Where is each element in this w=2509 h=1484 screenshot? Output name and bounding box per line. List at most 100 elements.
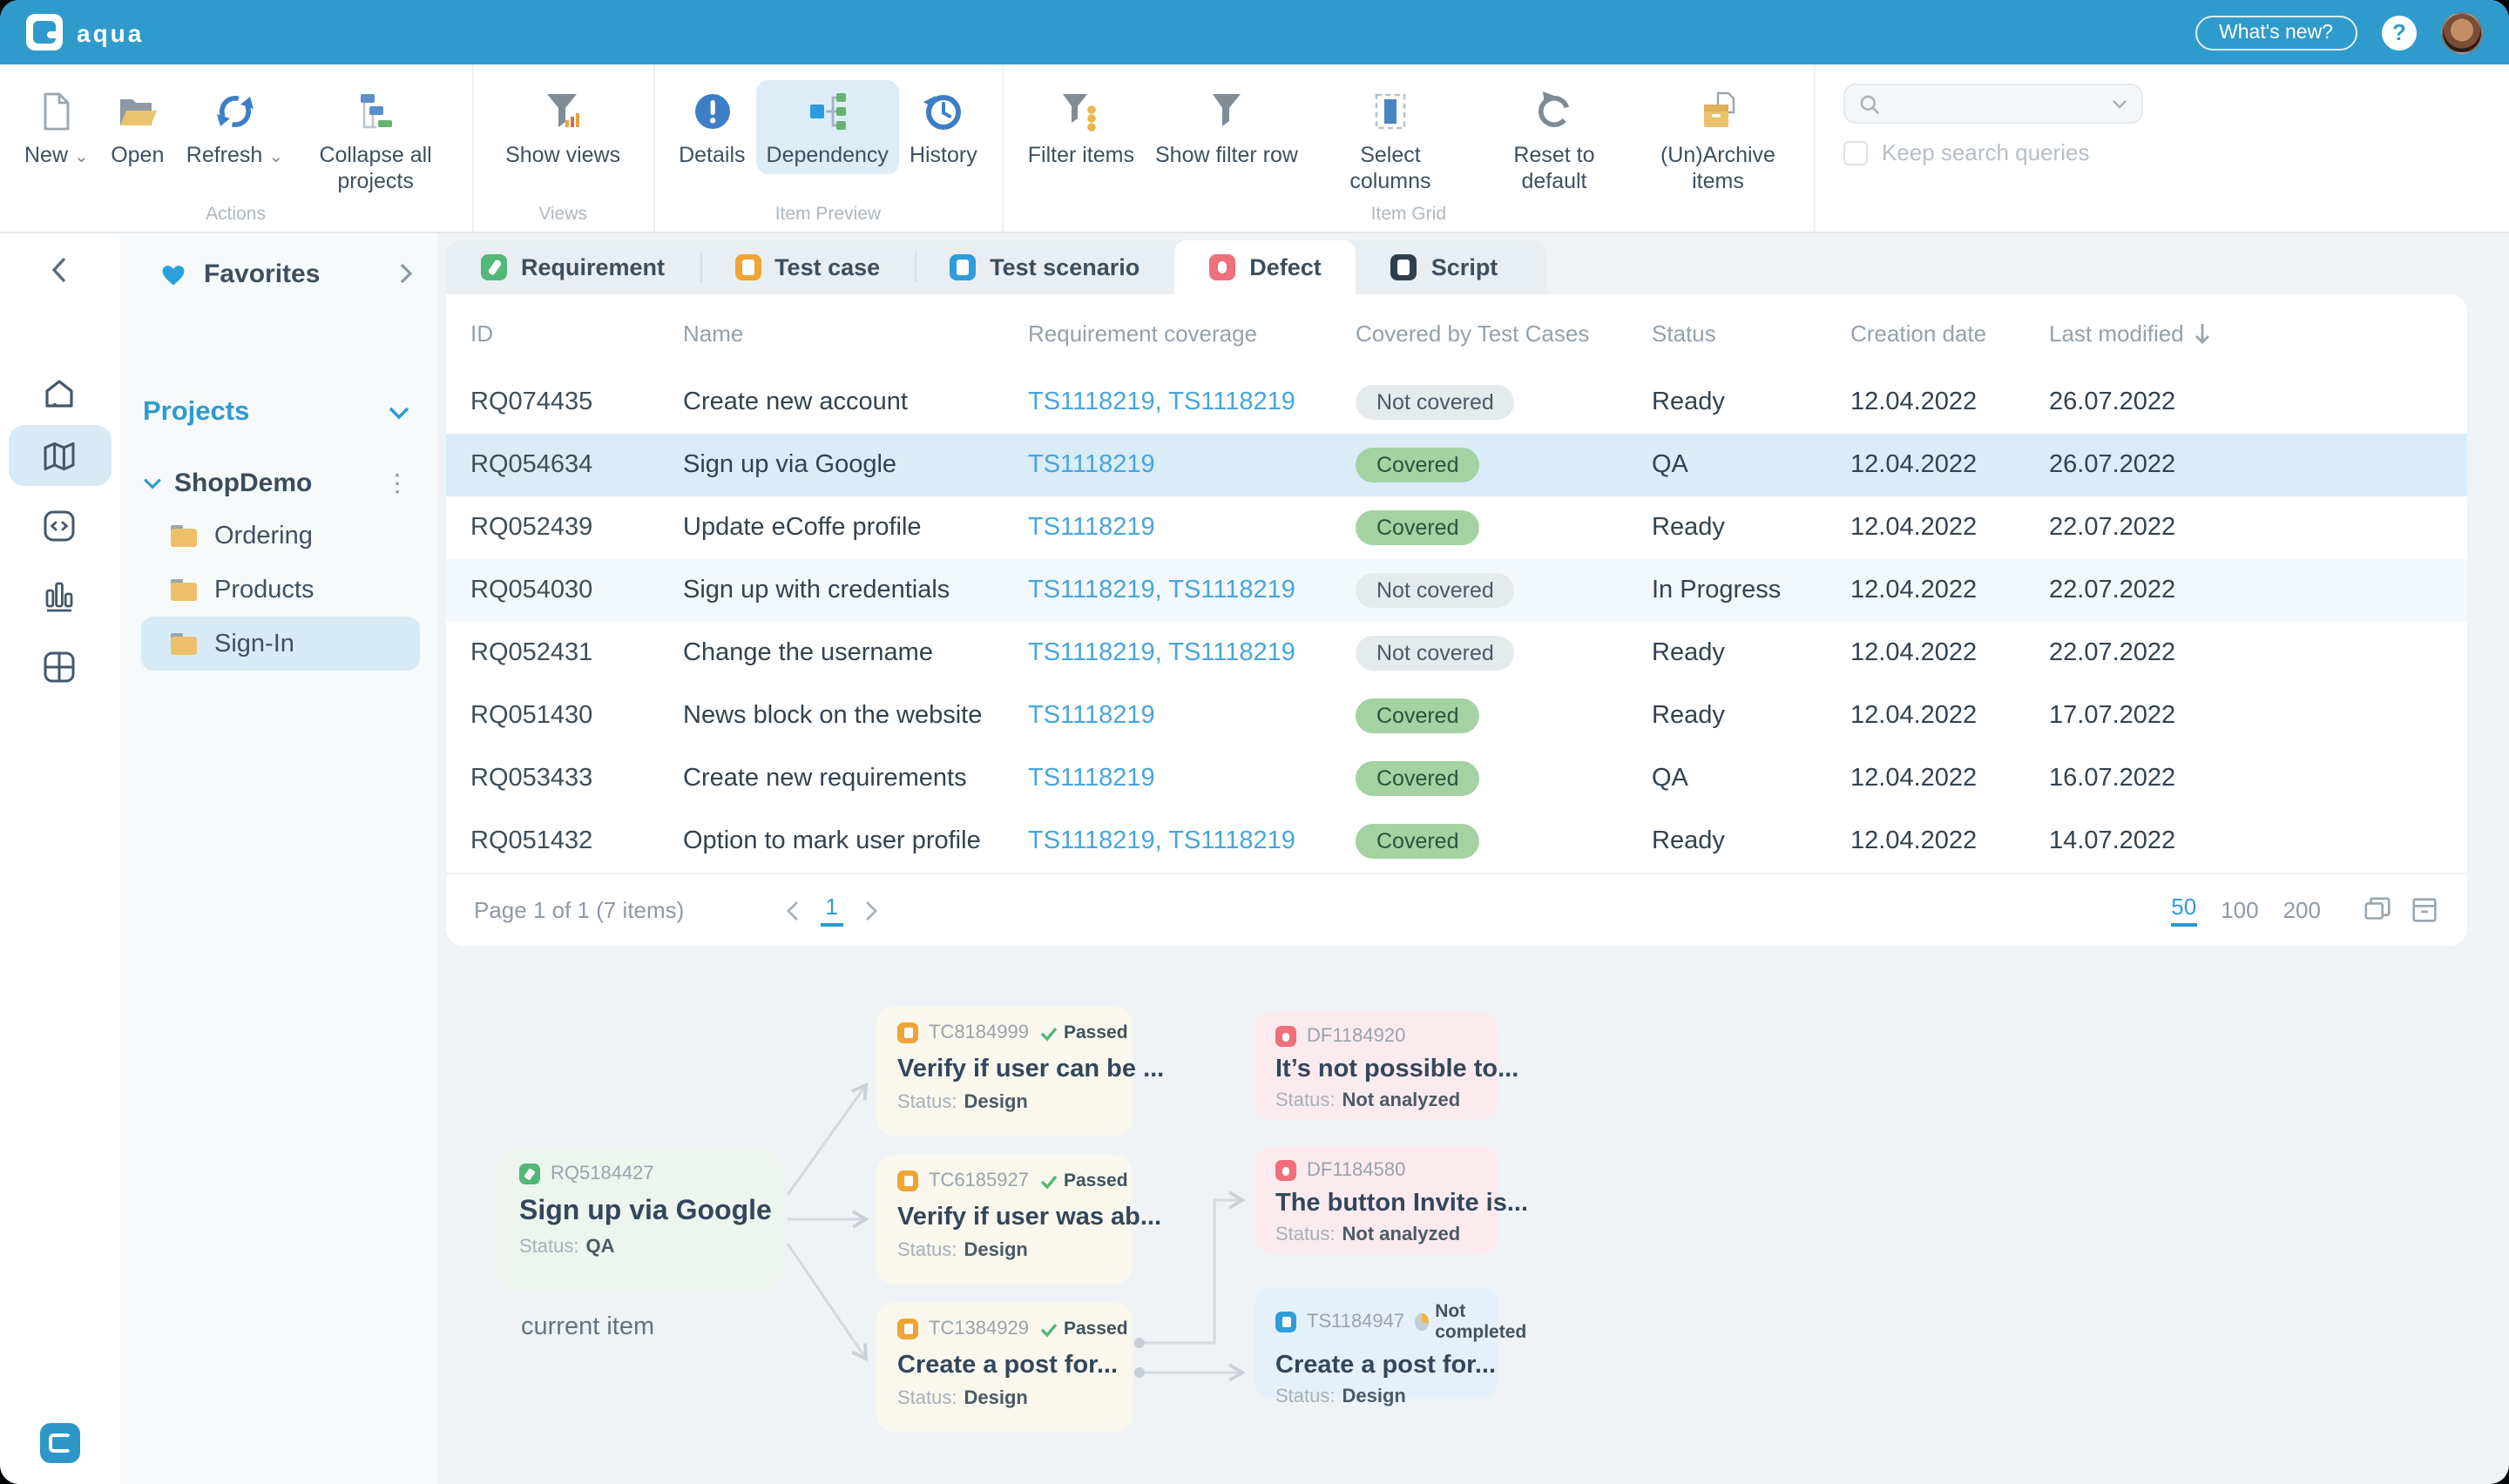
table-row[interactable]: RQ052439 Update eCoffe profile TS1118219… xyxy=(446,496,2467,559)
archive-box-icon[interactable] xyxy=(2410,895,2439,925)
search-icon xyxy=(1860,94,1880,114)
keep-search-checkbox[interactable] xyxy=(1843,140,1868,165)
kebab-menu-icon[interactable]: ⋮ xyxy=(385,468,409,496)
tab-test-scenario[interactable]: Test scenario xyxy=(915,240,1174,294)
graph-node-requirement[interactable]: RQ5184427 Sign up via Google Status: QA xyxy=(498,1148,782,1291)
table-row-selected[interactable]: RQ054634 Sign up via Google TS1118219 Co… xyxy=(446,434,2467,496)
filter-row-icon xyxy=(1212,94,1241,126)
projects-header[interactable]: Projects xyxy=(143,394,409,432)
refresh-button[interactable]: Refresh ⌄ xyxy=(176,80,294,174)
bar-chart-icon[interactable] xyxy=(40,575,78,613)
coverage-links[interactable]: TS1118219, TS1118219 xyxy=(1028,577,1295,604)
filter-items-button[interactable]: Filter items xyxy=(1018,80,1145,174)
table-row[interactable]: RQ051432 Option to mark user profile TS1… xyxy=(446,810,2467,873)
new-button[interactable]: New ⌄ xyxy=(14,80,99,174)
prev-page-icon[interactable] xyxy=(785,900,799,921)
test-case-icon xyxy=(897,1170,918,1191)
sort-descending-icon[interactable] xyxy=(2195,321,2212,344)
tab-test-case[interactable]: Test case xyxy=(700,240,915,294)
avatar[interactable] xyxy=(2441,11,2483,53)
table-row[interactable]: RQ053433 Create new requirements TS11182… xyxy=(446,747,2467,810)
table-row[interactable]: RQ052431 Change the username TS1118219, … xyxy=(446,622,2467,685)
favorites-header[interactable]: Favorites xyxy=(159,254,413,293)
column-header-covered[interactable]: Covered by Test Cases xyxy=(1356,320,1590,346)
requirement-icon xyxy=(519,1164,540,1184)
keep-search-queries[interactable]: Keep search queries xyxy=(1843,139,2089,165)
chevron-down-icon[interactable] xyxy=(143,476,162,489)
coverage-links[interactable]: TS1118219, TS1118219 xyxy=(1028,639,1295,667)
sidebar-folder-ordering[interactable]: Ordering xyxy=(141,509,420,563)
select-columns-button[interactable]: Select columns xyxy=(1309,80,1472,199)
test-case-icon xyxy=(897,1022,918,1043)
chevron-down-icon[interactable] xyxy=(389,406,409,420)
graph-node-testscenario[interactable]: TS1184947 Not completed Create a post fo… xyxy=(1254,1287,1526,1407)
column-header-id[interactable]: ID xyxy=(470,320,493,346)
grid-icon[interactable] xyxy=(40,648,78,686)
graph-node-testcase[interactable]: TC8184999 Passed Verify if user can be .… xyxy=(876,1007,1164,1136)
collapse-sidebar-icon[interactable] xyxy=(40,251,78,289)
map-icon[interactable] xyxy=(40,437,78,476)
graph-node-testcase[interactable]: TC1384929 Passed Create a post for... St… xyxy=(876,1303,1133,1432)
chevron-down-icon[interactable] xyxy=(2112,98,2127,109)
passed-badge: Passed xyxy=(1039,1022,1128,1043)
refresh-icon xyxy=(216,96,254,127)
new-document-icon xyxy=(44,92,71,131)
active-rail-highlight xyxy=(9,425,112,486)
column-header-coverage[interactable]: Requirement coverage xyxy=(1028,320,1258,346)
graph-node-defect[interactable]: DF1184920 It’s not possible to... Status… xyxy=(1254,1012,1518,1120)
next-page-icon[interactable] xyxy=(864,900,878,921)
coverage-links[interactable]: TS1118219, TS1118219 xyxy=(1028,827,1295,855)
open-button[interactable]: Open xyxy=(99,80,176,174)
collapse-all-projects-button[interactable]: Collapse all projects xyxy=(294,80,457,199)
graph-node-testcase[interactable]: TC6185927 Passed Verify if user was ab..… xyxy=(876,1155,1161,1284)
page-size-200[interactable]: 200 xyxy=(2282,897,2321,923)
coverage-links[interactable]: TS1118219 xyxy=(1028,765,1155,793)
coverage-links[interactable]: TS1118219 xyxy=(1028,702,1155,730)
column-header-name[interactable]: Name xyxy=(683,320,744,346)
home-icon[interactable] xyxy=(40,374,78,413)
sidebar-folder-products[interactable]: Products xyxy=(141,563,420,617)
column-header-modified[interactable]: Last modified xyxy=(2049,320,2467,346)
unarchive-items-button[interactable]: (Un)Archive items xyxy=(1636,80,1800,199)
dependency-icon xyxy=(809,93,846,130)
search-input[interactable] xyxy=(1890,90,2101,118)
dependency-graph: RQ5184427 Sign up via Google Status: QA c… xyxy=(437,946,2502,1484)
open-folder-icon xyxy=(119,99,157,125)
details-button[interactable]: Details xyxy=(668,80,755,174)
whats-new-button[interactable]: What's new? xyxy=(2195,15,2357,50)
code-box-icon[interactable] xyxy=(40,507,78,545)
project-node-shopdemo[interactable]: ShopDemo ⋮ xyxy=(143,456,409,509)
copy-icon[interactable] xyxy=(2363,895,2392,925)
tab-defect[interactable]: Defect xyxy=(1174,240,1356,294)
show-views-button[interactable]: Show views xyxy=(495,80,631,174)
column-header-status[interactable]: Status xyxy=(1652,320,1716,346)
tab-script[interactable]: Script xyxy=(1356,240,1533,294)
table-row[interactable]: RQ074435 Create new account TS1118219, T… xyxy=(446,371,2467,434)
folder-icon xyxy=(171,633,197,655)
column-header-created[interactable]: Creation date xyxy=(1850,320,1987,346)
pagination-summary: Page 1 of 1 (7 items) xyxy=(474,897,685,923)
table-row[interactable]: RQ054030 Sign up with credentials TS1118… xyxy=(446,559,2467,622)
script-icon xyxy=(1390,254,1417,280)
show-filter-row-button[interactable]: Show filter row xyxy=(1145,80,1309,174)
current-page[interactable]: 1 xyxy=(820,894,843,927)
covered-badge: Covered xyxy=(1356,824,1480,859)
dependency-button[interactable]: Dependency xyxy=(755,80,899,174)
coverage-links[interactable]: TS1118219 xyxy=(1028,451,1155,479)
tab-requirement[interactable]: Requirement xyxy=(446,240,700,294)
reset-to-default-button[interactable]: Reset to default xyxy=(1472,80,1636,199)
history-button[interactable]: History xyxy=(899,80,988,174)
pagination-bar: Page 1 of 1 (7 items) 1 50 100 200 xyxy=(446,873,2467,946)
page-size-100[interactable]: 100 xyxy=(2221,897,2259,923)
defect-icon xyxy=(1275,1026,1296,1047)
chevron-right-icon[interactable] xyxy=(399,263,413,284)
help-icon[interactable]: ? xyxy=(2382,15,2417,50)
table-row[interactable]: RQ051430 News block on the website TS111… xyxy=(446,685,2467,747)
coverage-links[interactable]: TS1118219, TS1118219 xyxy=(1028,388,1295,416)
coverage-links[interactable]: TS1118219 xyxy=(1028,514,1155,542)
page-size-50[interactable]: 50 xyxy=(2171,894,2197,927)
sidebar-folder-sign-in[interactable]: Sign-In xyxy=(141,617,420,671)
search-box[interactable] xyxy=(1843,84,2143,124)
graph-node-defect[interactable]: DF1184580 The button Invite is... Status… xyxy=(1254,1146,1528,1254)
test-scenario-icon xyxy=(1275,1312,1296,1332)
